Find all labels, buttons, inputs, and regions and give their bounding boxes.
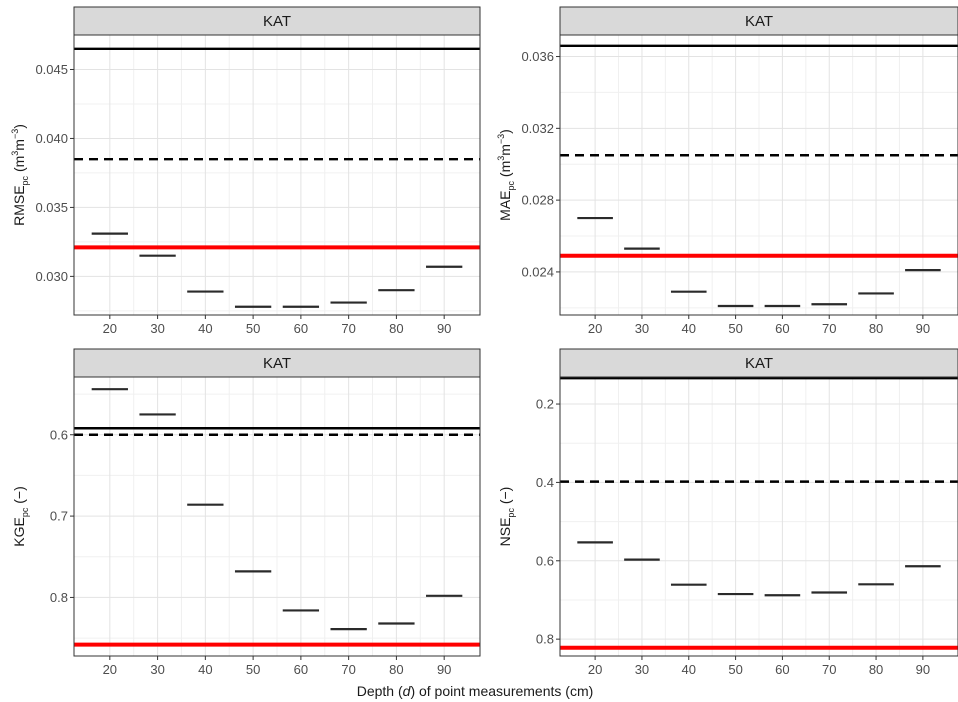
y-axis-title-base: RMSE: [11, 185, 27, 225]
x-tick-label: 90: [916, 662, 930, 677]
y-axis-title-unit-close: ): [497, 129, 513, 134]
x-tick-label: 80: [389, 662, 403, 677]
y-axis-title-unit-open: (: [497, 499, 513, 508]
x-tick-label: 20: [588, 321, 602, 336]
y-axis-title: RMSEpc (m3m−3): [10, 124, 30, 226]
y-axis-title-subscript: pc: [20, 175, 30, 185]
x-tick-label: 20: [103, 321, 117, 336]
y-axis-title-superscript: 3: [10, 151, 20, 156]
y-tick-label: 0.032: [521, 121, 554, 136]
y-axis-title-unit-close: ): [497, 487, 513, 492]
y-tick-label: 0.036: [521, 49, 554, 64]
x-tick-label: 40: [198, 321, 212, 336]
y-axis-title: MAEpc (m3m−3): [496, 129, 516, 221]
x-tick-label: 50: [246, 321, 260, 336]
strip-background: [73, 6, 481, 36]
y-tick-label: 0.7: [50, 509, 68, 524]
x-tick-label: 50: [728, 662, 742, 677]
y-tick-label: 0.6: [50, 427, 68, 442]
y-tick-label: 0.030: [35, 269, 68, 284]
x-tick-label: 70: [822, 321, 836, 336]
x-axis-title-pre: Depth (: [357, 683, 403, 699]
y-axis-title-unit: −: [497, 491, 513, 499]
strip-background: [559, 348, 958, 378]
y-tick-label: 0.024: [521, 264, 554, 279]
x-tick-label: 60: [294, 321, 308, 336]
panel-top-left: KAT 0.030 0.035 0.040 0.045 20 30 40 50 60 70 80 90 R…: [10, 6, 481, 336]
strip-label: KAT: [745, 13, 773, 30]
x-tick-label: 40: [682, 321, 696, 336]
y-axis-title-unit-open: (m: [11, 156, 27, 176]
x-tick-label: 30: [150, 321, 164, 336]
x-tick-label: 40: [682, 662, 696, 677]
y-tick-label: 0.040: [35, 131, 68, 146]
panel-top-right: KAT 0.024 0.028 0.032 0.036 20 30 40 50 60 70 80 90 M…: [496, 6, 958, 336]
x-tick-label: 40: [198, 662, 212, 677]
strip-label: KAT: [745, 355, 773, 372]
y-axis-title-unit: m: [11, 139, 27, 151]
x-tick-label: 20: [588, 662, 602, 677]
x-tick-label: 30: [635, 662, 649, 677]
y-tick-label: 0.6: [536, 553, 554, 568]
x-tick-label: 90: [916, 321, 930, 336]
x-axis-title-post: ) of point measurements (cm): [410, 683, 593, 699]
strip-label: KAT: [263, 355, 291, 372]
y-axis-title-base: KGE: [11, 517, 27, 547]
panels: KAT 0.030 0.035 0.040 0.045 20 30 40 50 60 70 80 90 R…: [10, 6, 958, 677]
y-axis-title-base: NSE: [497, 518, 513, 547]
x-tick-label: 90: [437, 662, 451, 677]
panel-bottom-right: KAT 0.2 0.4 0.6 0.8 20 30 40 50 60 70 80 90 NSEpc (−): [497, 348, 958, 677]
x-tick-label: 20: [103, 662, 117, 677]
panel-border: [559, 376, 958, 657]
x-tick-label: 80: [869, 662, 883, 677]
x-tick-label: 30: [635, 321, 649, 336]
y-axis-title: NSEpc (−): [497, 487, 516, 547]
y-axis-title-superscript: −3: [10, 129, 20, 139]
x-tick-label: 70: [341, 662, 355, 677]
y-axis-title-superscript: −3: [496, 134, 506, 144]
x-tick-label: 60: [775, 662, 789, 677]
y-axis-title-subscript: pc: [506, 181, 516, 191]
y-tick-label: 0.035: [35, 200, 68, 215]
y-axis-title-unit-open: (m: [497, 161, 513, 181]
x-axis-title: Depth (d) of point measurements (cm): [357, 683, 594, 699]
panel-border: [559, 34, 958, 316]
y-axis-title-unit-open: (: [11, 499, 27, 508]
x-tick-label: 50: [728, 321, 742, 336]
strip-background: [73, 348, 481, 378]
x-tick-label: 50: [246, 662, 260, 677]
y-axis-title-unit-close: ): [11, 124, 27, 129]
x-tick-label: 30: [150, 662, 164, 677]
panel-border: [73, 34, 481, 316]
y-tick-label: 0.4: [536, 475, 554, 490]
y-tick-label: 0.8: [50, 590, 68, 605]
x-tick-label: 70: [341, 321, 355, 336]
y-tick-label: 0.028: [521, 193, 554, 208]
y-tick-label: 0.045: [35, 62, 68, 77]
x-tick-label: 80: [869, 321, 883, 336]
y-tick-label: 0.8: [536, 632, 554, 647]
strip-label: KAT: [263, 13, 291, 30]
y-axis-title-unit: −: [11, 491, 27, 499]
strip-background: [559, 6, 958, 36]
x-tick-label: 80: [389, 321, 403, 336]
y-axis-title-subscript: pc: [506, 508, 516, 518]
y-axis-title-base: MAE: [497, 191, 513, 221]
x-tick-label: 90: [437, 321, 451, 336]
x-tick-label: 60: [294, 662, 308, 677]
x-tick-label: 70: [822, 662, 836, 677]
x-axis-title-variable: d: [403, 683, 412, 699]
panel-bottom-left: KAT 0.6 0.7 0.8 20 30 40 50 60 70 80 90 KGEpc (−): [11, 348, 481, 677]
y-axis-title-subscript: pc: [20, 507, 30, 517]
y-axis-title: KGEpc (−): [11, 486, 30, 547]
y-axis-title-unit-close: ): [11, 486, 27, 491]
y-tick-label: 0.2: [536, 397, 554, 412]
y-axis-title-superscript: 3: [496, 156, 506, 161]
y-axis-title-unit: m: [497, 144, 513, 156]
x-tick-label: 60: [775, 321, 789, 336]
